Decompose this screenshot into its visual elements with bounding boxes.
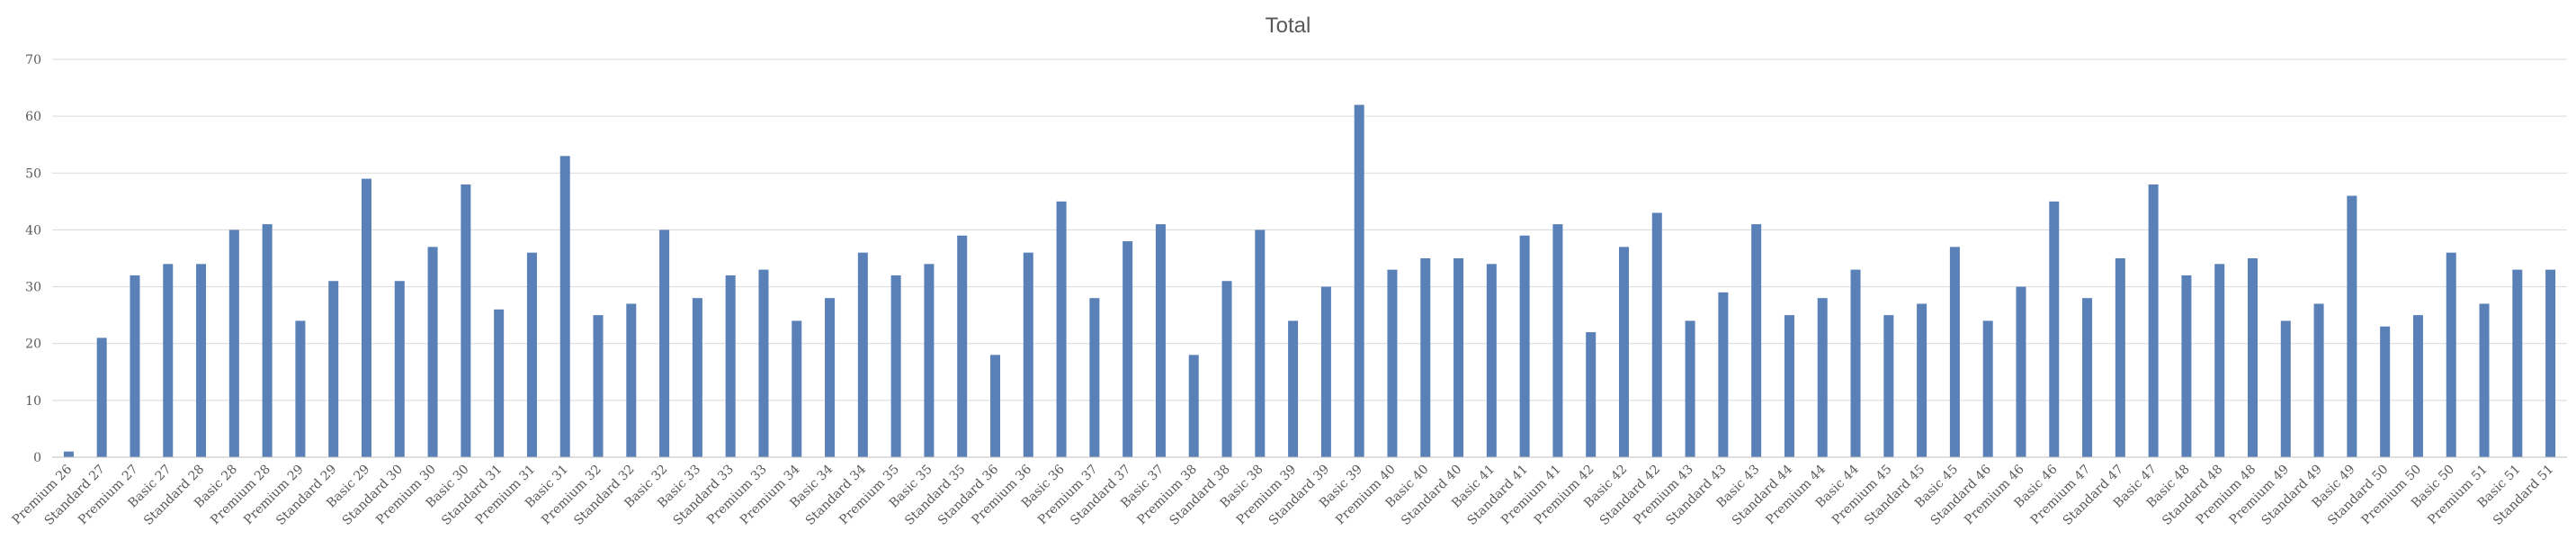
bar xyxy=(1784,315,1794,457)
bar xyxy=(1453,258,1464,457)
bar xyxy=(1320,286,1331,457)
bar xyxy=(2148,184,2159,457)
bar xyxy=(96,338,107,457)
bar xyxy=(990,355,1000,457)
y-tick-label: 20 xyxy=(25,338,41,352)
bar xyxy=(957,235,968,457)
bar xyxy=(262,224,273,457)
bar xyxy=(2115,258,2125,457)
bar xyxy=(2049,201,2060,457)
bar xyxy=(2280,320,2291,457)
bar xyxy=(2545,269,2556,457)
bar xyxy=(328,281,339,457)
bar xyxy=(526,252,537,457)
bar xyxy=(1519,235,1530,457)
bar xyxy=(1188,355,1199,457)
bar xyxy=(692,298,702,457)
bar xyxy=(1221,281,1232,457)
bar xyxy=(427,247,438,457)
bar xyxy=(1023,252,1033,457)
bar xyxy=(792,320,802,457)
y-tick-label: 0 xyxy=(33,451,41,465)
bar xyxy=(196,264,207,457)
bar xyxy=(2248,258,2258,457)
bar xyxy=(1751,224,1762,457)
bar xyxy=(2181,274,2192,457)
bar xyxy=(924,264,935,457)
bar xyxy=(2313,303,2324,457)
bar xyxy=(2016,286,2026,457)
bar xyxy=(559,156,570,458)
bar xyxy=(1288,320,1299,457)
bar xyxy=(825,298,836,457)
bar xyxy=(1387,269,1398,457)
bars xyxy=(63,104,2556,458)
y-tick-label: 30 xyxy=(25,281,41,295)
bar xyxy=(725,274,736,457)
bar xyxy=(295,320,306,457)
y-axis-ticks: 0 10 20 30 40 50 60 70 xyxy=(25,53,41,465)
bar xyxy=(1255,230,1266,457)
bar xyxy=(1089,298,1100,457)
bar xyxy=(394,281,405,457)
y-tick-label: 40 xyxy=(25,223,41,238)
bar xyxy=(2347,195,2357,458)
bar xyxy=(1982,320,1993,457)
bar xyxy=(1917,303,1928,457)
bar xyxy=(2214,264,2225,457)
bar xyxy=(2412,315,2423,457)
bar xyxy=(1586,332,1597,457)
bar xyxy=(626,303,637,457)
gridlines xyxy=(52,58,2567,401)
bar xyxy=(1056,201,1067,457)
bar xyxy=(494,309,505,457)
bar xyxy=(362,178,371,457)
y-tick-label: 50 xyxy=(25,166,41,181)
y-tick-label: 60 xyxy=(25,110,41,124)
bar xyxy=(1651,212,1662,457)
bar xyxy=(758,269,769,457)
bar xyxy=(1883,315,1894,457)
y-tick-label: 10 xyxy=(25,394,41,409)
bar xyxy=(2380,326,2391,457)
bar xyxy=(890,274,901,457)
y-tick-label: 70 xyxy=(25,53,41,68)
bar xyxy=(593,315,604,457)
bar xyxy=(1949,247,1960,457)
bar xyxy=(461,184,471,457)
bar xyxy=(228,230,239,457)
bar xyxy=(63,451,74,457)
bar xyxy=(1354,104,1364,457)
bar xyxy=(2082,298,2093,457)
bar xyxy=(1420,258,1431,457)
bar xyxy=(1718,292,1729,457)
bar xyxy=(1850,269,1861,457)
bar xyxy=(2512,269,2523,457)
bar xyxy=(1486,264,1497,457)
bar xyxy=(1123,241,1133,457)
bar xyxy=(857,252,868,457)
bar xyxy=(1619,247,1629,457)
bar xyxy=(659,230,670,457)
chart-title: Total xyxy=(1266,14,1311,38)
bar xyxy=(163,264,174,457)
bar xyxy=(2446,252,2456,457)
bar xyxy=(1685,320,1695,457)
bar xyxy=(2479,303,2490,457)
bar xyxy=(1552,224,1563,457)
bar xyxy=(130,274,140,457)
bar xyxy=(1155,224,1166,457)
bar xyxy=(1817,298,1828,457)
